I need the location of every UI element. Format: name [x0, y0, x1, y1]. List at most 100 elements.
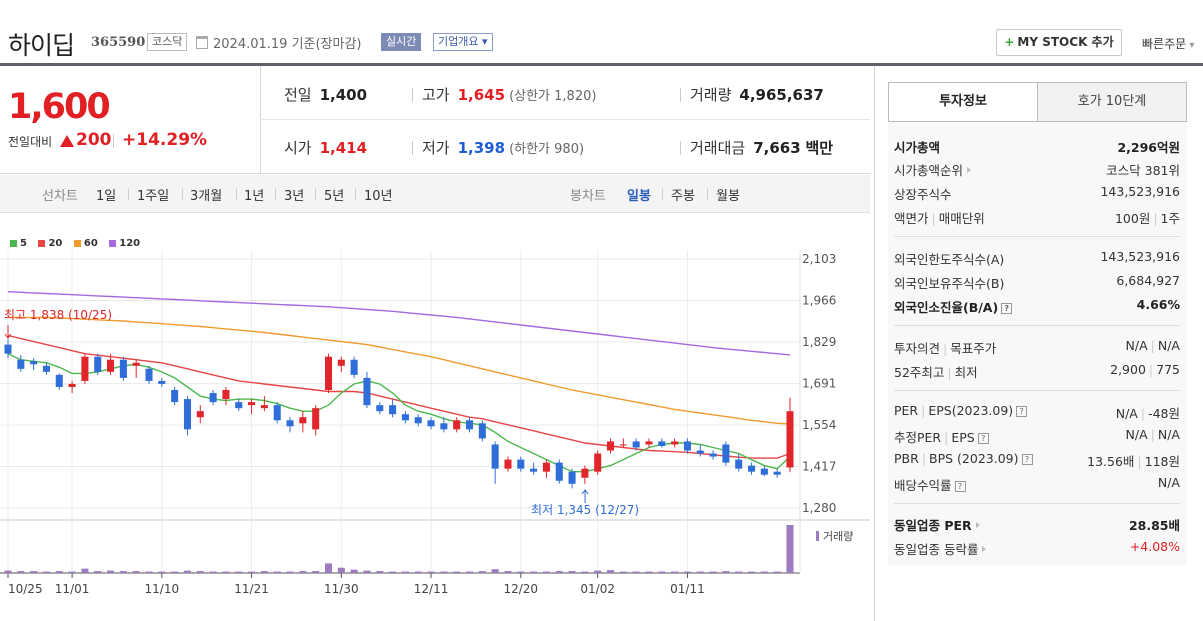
quote-open-value: 1,414 [319, 139, 368, 157]
add-mystock-label: MY STOCK 추가 [1017, 35, 1114, 49]
quote-high-value: 1,645 [457, 86, 506, 104]
help-icon[interactable]: ? [954, 481, 966, 492]
help-icon[interactable]: ? [1016, 406, 1028, 417]
candle-body [671, 441, 679, 445]
divider [128, 188, 129, 200]
candle-body [324, 356, 333, 391]
quick-order-label: 빠른주문 [1142, 37, 1187, 51]
volume-bar [363, 570, 371, 573]
info-value-part: 13.56배 [1087, 454, 1135, 469]
quote-open: 시가 1,414 [284, 137, 367, 158]
low-annotation: 최저 1,345 (12/27) [531, 503, 639, 517]
help-icon[interactable]: ? [1001, 303, 1013, 314]
x-tick-label: 12/20 [503, 582, 538, 596]
legend-swatch [10, 239, 17, 247]
info-row-per: PER | EPS(2023.09)? N/A | -48원 [894, 403, 1180, 423]
info-value: N/A [1157, 475, 1180, 490]
quote-amount-value: 7,663 [753, 139, 801, 157]
candle-monthly[interactable]: 월봉 [716, 189, 740, 204]
volume-bar [196, 571, 204, 573]
candle-body [145, 368, 153, 381]
legend-label: 120 [119, 238, 141, 249]
quick-order-dropdown[interactable]: 빠른주문 ▾ [1142, 35, 1194, 52]
volume-bar [324, 563, 333, 573]
info-row-industry-rate[interactable]: 동일업종 등락률 +4.08% [894, 539, 1180, 559]
x-tick-label: 01/11 [670, 582, 705, 596]
divider [315, 188, 316, 200]
quote-amount-label: 거래대금 [690, 139, 746, 157]
volume-bar [568, 571, 576, 573]
info-value: 13.56배 | 118원 [1087, 451, 1180, 470]
quote-amount-unit: 백만 [805, 139, 834, 157]
range-1d[interactable]: 1일 [96, 189, 117, 204]
help-icon[interactable]: ? [1021, 454, 1033, 465]
info-key-label: 최저 [954, 365, 978, 380]
tab-orderbook[interactable]: 호가 10단계 [1037, 82, 1187, 122]
realtime-button[interactable]: 실시간 [381, 33, 422, 51]
volume-legend-label: 거래량 [823, 530, 853, 543]
volume-bar [42, 571, 50, 573]
info-row-pbr: PBR | BPS (2023.09)? 13.56배 | 118원 [894, 451, 1180, 471]
candle-body [542, 462, 550, 472]
range-1y[interactable]: 1년 [244, 189, 265, 204]
info-key-label: BPS (2023.09) [929, 451, 1019, 466]
volume-bar [606, 570, 615, 573]
divider [260, 119, 870, 120]
info-value-part: N/A [1115, 406, 1138, 421]
chevron-down-icon: ▾ [1186, 40, 1195, 51]
divider: | [1150, 338, 1155, 353]
info-key-label: PER [894, 403, 919, 418]
add-mystock-button[interactable]: + MY STOCK 추가 [996, 29, 1122, 56]
volume-bar [427, 571, 435, 573]
divider [680, 141, 681, 155]
candle-body [478, 423, 486, 439]
help-icon[interactable]: ? [977, 433, 989, 444]
x-tick-label: 11/30 [324, 582, 359, 596]
info-value-part: 118원 [1144, 454, 1180, 469]
volume-bar [555, 571, 563, 573]
info-row-mcap-rank[interactable]: 시가총액순위 코스닥 381위 [894, 160, 1180, 180]
info-key-label: 동일업종 PER [894, 518, 972, 533]
x-tick-label: 01/02 [580, 582, 615, 596]
volume-bar [107, 570, 115, 573]
range-5y[interactable]: 5년 [324, 189, 345, 204]
divider [236, 188, 237, 200]
price-panel: 1,600 전일대비 200 +14.29% 전일 1,400 고가 1,645 (상… [0, 66, 870, 174]
range-3y[interactable]: 3년 [284, 189, 305, 204]
volume-bar [299, 571, 307, 573]
candle-body [760, 468, 768, 475]
volume-bar [171, 571, 179, 573]
quote-amount: 거래대금 7,663 백만 [690, 137, 833, 158]
divider: | [1153, 211, 1158, 226]
divider: | [921, 451, 927, 466]
candle-daily[interactable]: 일봉 [627, 189, 651, 204]
candle-body [107, 359, 115, 372]
x-tick-label: 11/21 [234, 582, 269, 596]
corp-info-dropdown[interactable]: 기업개요 ▾ [433, 33, 493, 51]
range-3m[interactable]: 3개월 [190, 189, 223, 204]
volume-bar [453, 571, 461, 573]
candle-body [645, 441, 653, 445]
info-row-industry-per[interactable]: 동일업종 PER 28.85배 [894, 515, 1180, 535]
x-tick-label: 11/10 [145, 582, 180, 596]
info-value: 143,523,916 [1100, 184, 1180, 199]
info-value: 2,296억원 [1117, 140, 1180, 155]
candle-body [440, 423, 448, 430]
divider [275, 188, 276, 200]
volume-bar [683, 571, 691, 573]
info-key: 시가총액 [894, 140, 941, 155]
candlestick-chart[interactable]: 2,103 1,966 1,829 1,691 1,554 1,417 1,280 10/25… [0, 250, 870, 620]
tab-invest-info[interactable]: 투자정보 [888, 82, 1038, 122]
info-key: PER | EPS(2023.09)? [894, 403, 1028, 418]
info-key-label: 목표주가 [950, 341, 997, 356]
divider [355, 188, 356, 200]
candle-weekly[interactable]: 주봉 [671, 189, 695, 204]
divider: | [921, 403, 926, 418]
candle-body [196, 411, 204, 418]
range-10y[interactable]: 10년 [364, 189, 393, 204]
range-1w[interactable]: 1주일 [137, 189, 170, 204]
candle-body [222, 390, 230, 400]
lower-limit: (하한가 980) [509, 142, 585, 157]
candle-body [619, 444, 627, 446]
divider [260, 66, 261, 174]
